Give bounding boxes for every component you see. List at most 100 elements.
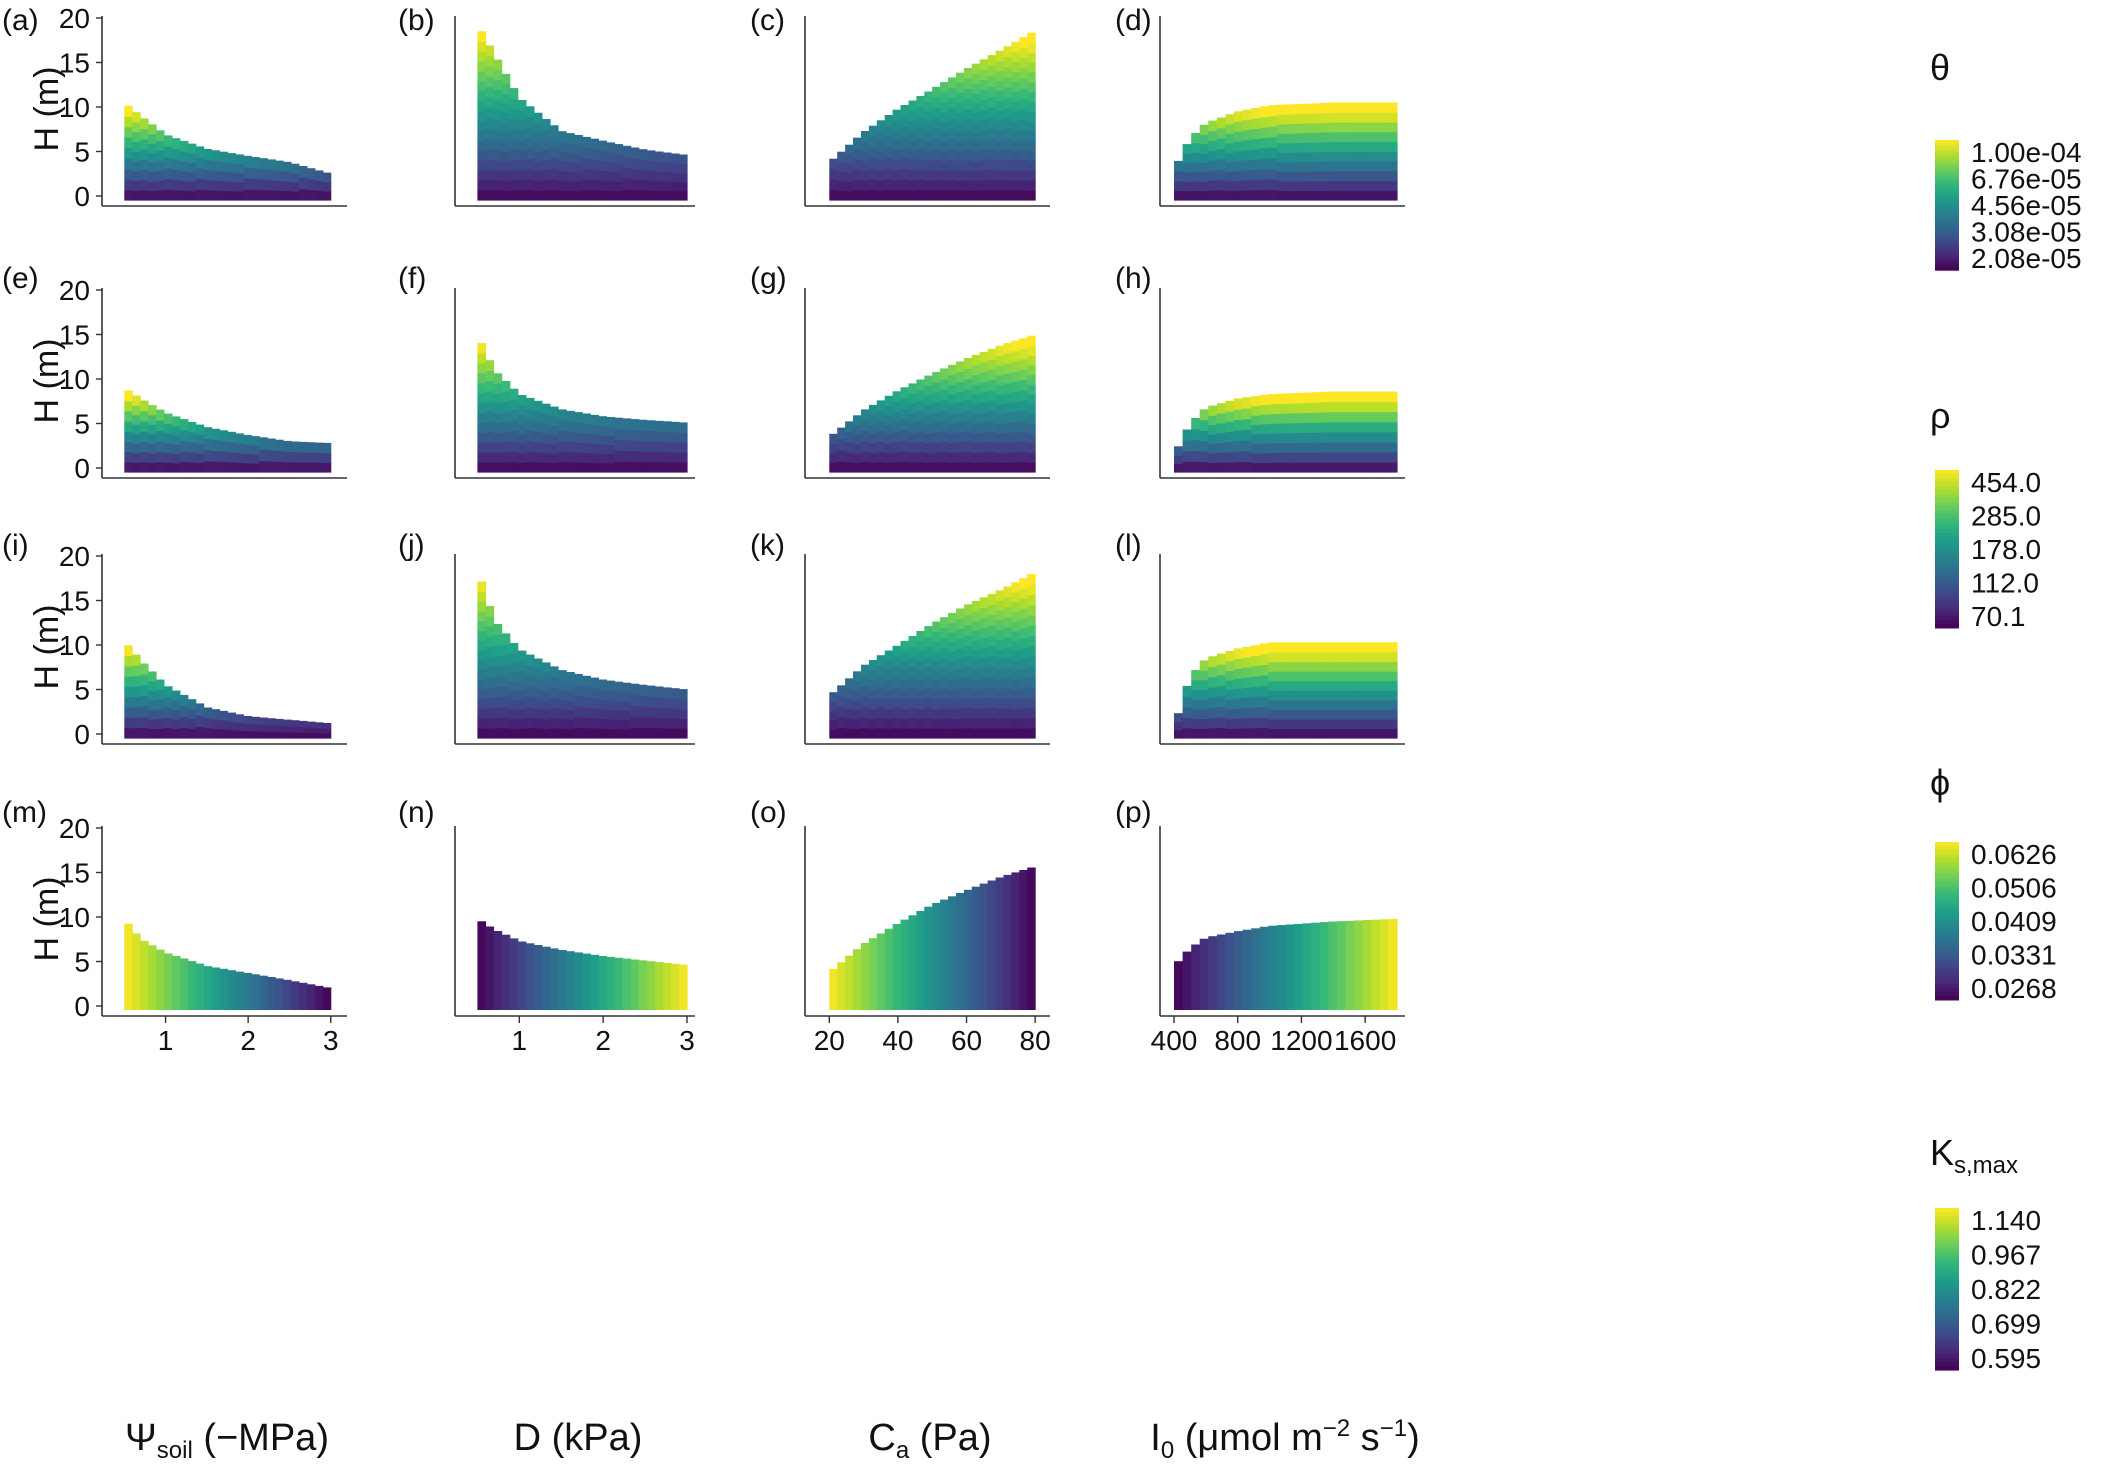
heat-cell <box>582 953 591 1010</box>
heat-cell <box>1379 651 1389 663</box>
colorbar-swatch <box>1935 221 1959 226</box>
heat-cell <box>203 707 213 719</box>
heat-cell <box>124 676 133 688</box>
colorbar-swatch <box>1935 231 1959 235</box>
heat-cell <box>1216 706 1227 718</box>
heat-cell <box>1251 108 1261 119</box>
heat-cell <box>678 422 688 433</box>
heat-cell <box>1216 716 1227 728</box>
heat-cell <box>1268 925 1278 1010</box>
heat-cell <box>275 439 284 452</box>
heat-cell <box>1019 668 1028 679</box>
heat-cell <box>987 676 997 688</box>
heat-cell <box>884 679 894 690</box>
heat-cell <box>1199 153 1209 163</box>
colorbar-swatch <box>1935 996 1959 1001</box>
heat-cell <box>259 724 268 732</box>
heat-cell <box>940 440 949 452</box>
heat-cell <box>322 987 332 1010</box>
heat-cell <box>477 353 487 364</box>
heat-cell <box>533 141 543 153</box>
heat-cell <box>541 179 551 191</box>
heat-cell <box>1379 728 1389 739</box>
heat-cell <box>884 115 894 127</box>
heat-cell <box>533 708 543 719</box>
heat-cell <box>1191 944 1201 1010</box>
heat-cell <box>956 728 965 739</box>
heat-cell <box>1019 98 1028 110</box>
heat-cell <box>574 716 583 728</box>
heat-cell <box>1268 661 1278 672</box>
heat-cell <box>132 443 141 454</box>
heat-cell <box>1388 161 1398 172</box>
heat-cell <box>1027 615 1036 626</box>
heat-cell <box>837 695 846 707</box>
heat-cell <box>900 178 909 191</box>
heat-cell <box>1328 718 1338 730</box>
heat-cell <box>614 709 624 720</box>
heat-cell <box>1259 414 1269 425</box>
heat-cell <box>533 411 543 422</box>
heat-cell <box>485 461 495 473</box>
heat-cell <box>948 189 957 201</box>
heat-cell <box>829 692 838 702</box>
heat-cell <box>1388 699 1398 710</box>
heat-cell <box>963 128 973 140</box>
heat-cell <box>987 614 997 626</box>
heat-cell <box>1003 687 1012 699</box>
heat-cell <box>171 434 181 445</box>
heat-cell <box>1276 452 1287 463</box>
heat-cell <box>1268 651 1278 663</box>
heat-cell <box>1027 625 1036 637</box>
heat-cell <box>892 707 902 719</box>
heat-cell <box>598 728 607 739</box>
heat-cell <box>1285 690 1295 701</box>
heat-cell <box>1225 171 1235 182</box>
heat-cell <box>1182 172 1192 182</box>
heat-cell <box>509 451 519 463</box>
heat-cell <box>654 461 664 473</box>
heat-cell <box>892 391 902 402</box>
colorbar-title: θ <box>1930 47 1950 88</box>
heat-cell <box>924 626 933 637</box>
heat-cell <box>1345 718 1355 730</box>
heat-cell <box>1319 141 1329 153</box>
colorbar-swatch <box>1935 909 1959 914</box>
heat-cell <box>485 616 495 627</box>
x-axis-title-part: C <box>868 1417 895 1459</box>
panel-b: (b) <box>398 4 695 207</box>
heat-cell <box>148 681 157 692</box>
heat-cell <box>845 955 854 1010</box>
panel-l: (l) <box>1115 529 1405 745</box>
heat-cell <box>1294 104 1304 115</box>
heat-cell <box>876 686 886 698</box>
heat-cell <box>646 160 656 171</box>
heat-cell <box>1208 707 1218 719</box>
heat-cell <box>132 424 141 435</box>
heat-cell <box>908 403 917 414</box>
y-tick-label: 0 <box>74 719 90 750</box>
heat-cell <box>1371 161 1381 172</box>
heat-cell <box>1191 718 1201 729</box>
colorbar-swatch <box>1935 842 1959 847</box>
heat-cell <box>1003 107 1012 119</box>
heat-cell <box>140 684 149 696</box>
heat-cell <box>219 430 229 442</box>
heat-cell <box>582 717 591 729</box>
heat-cell <box>509 159 519 171</box>
heat-cell <box>590 954 599 1010</box>
heat-cell <box>1003 432 1012 443</box>
heat-cell <box>916 106 925 118</box>
panel-k: (k) <box>750 529 1050 745</box>
heat-cell <box>932 621 941 632</box>
heat-cell <box>630 179 640 191</box>
heat-cell <box>1216 413 1227 424</box>
heat-cell <box>140 451 149 463</box>
heat-cell <box>1354 642 1364 653</box>
heat-cell <box>1285 924 1295 1010</box>
heat-cell <box>884 453 894 464</box>
heat-cell <box>853 949 862 1010</box>
heat-cell <box>1234 708 1244 719</box>
heat-cell <box>171 690 181 701</box>
heat-cell <box>485 76 495 88</box>
